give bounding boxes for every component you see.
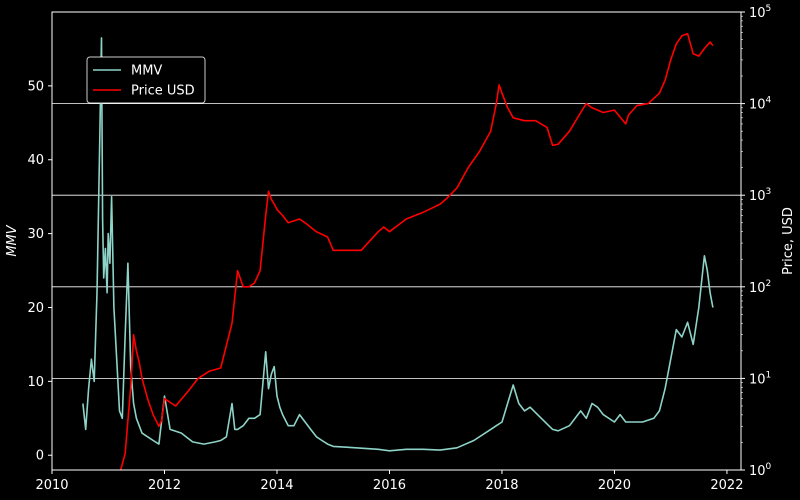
grid-lines <box>52 103 741 379</box>
x-tick-label: 2022 <box>710 478 743 493</box>
y-axis-right-label: Price, USD <box>781 207 796 275</box>
y-right-tick-exponent: 2 <box>766 279 772 289</box>
y-left-tick-label: 30 <box>27 227 44 242</box>
y-right-tick-exponent: 0 <box>766 462 772 472</box>
x-tick-label: 2016 <box>373 478 406 493</box>
y-right-tick-exponent: 4 <box>766 96 772 106</box>
y-axis-left-label: MMV <box>5 224 20 256</box>
x-tick-label: 2020 <box>598 478 631 493</box>
series-line-price <box>111 32 714 470</box>
y-right-tick-exponent: 1 <box>766 370 772 380</box>
x-tick-label: 2014 <box>260 478 293 493</box>
x-axis: 2010 2012 2014 2016 2018 2020 2022 <box>35 470 743 493</box>
y-left-tick-label: 0 <box>36 449 44 464</box>
x-tick-label: 2012 <box>148 478 181 493</box>
y-right-tick-exponent: 3 <box>766 187 772 197</box>
legend-label-mmv: MMV <box>131 64 162 79</box>
y-axis-left: 0 10 20 30 40 50 <box>27 79 52 464</box>
y-right-tick-exponent: 5 <box>766 4 772 14</box>
y-left-tick-label: 20 <box>27 301 44 316</box>
x-tick-label: 2010 <box>35 478 68 493</box>
legend-label-price: Price USD <box>131 84 195 99</box>
plot-frame <box>51 11 742 471</box>
y-left-tick-label: 40 <box>27 153 44 168</box>
series-line-mmv <box>82 37 714 452</box>
y-left-tick-label: 10 <box>27 375 44 390</box>
legend: MMV Price USD <box>86 56 206 104</box>
y-left-tick-label: 50 <box>27 79 44 94</box>
series-layer <box>82 32 714 470</box>
x-tick-label: 2018 <box>485 478 518 493</box>
legend-box <box>86 56 206 104</box>
